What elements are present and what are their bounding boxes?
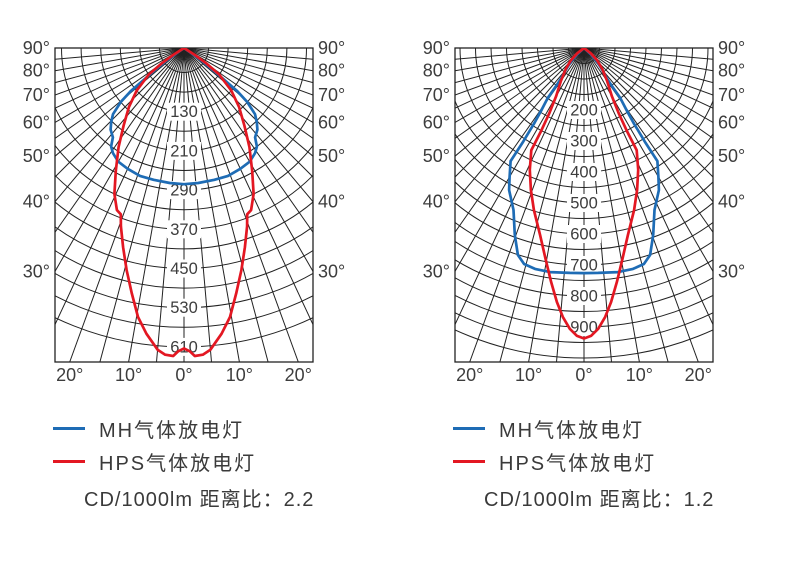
- ring-label: 400: [570, 164, 598, 182]
- angle-label-left: 60°: [23, 113, 50, 133]
- mh-legend-label: MH气体放电灯: [99, 420, 245, 442]
- angle-label-left: 40°: [23, 192, 50, 212]
- legend-item-hps: HPS气体放电灯: [53, 445, 314, 478]
- angle-label-bottom: 20°: [56, 365, 83, 385]
- angle-label-right: 80°: [718, 61, 745, 81]
- angle-label-left: 90°: [423, 38, 450, 58]
- ring-label: 900: [570, 319, 598, 337]
- mh-curve-right: [507, 48, 661, 275]
- angle-label-left: 40°: [423, 192, 450, 212]
- ring-label: 210: [170, 142, 198, 160]
- angle-label-left: 80°: [423, 61, 450, 81]
- ring-label: 530: [170, 299, 198, 317]
- ratio-caption-left: CD/1000lm 距离比：2.2: [84, 489, 315, 511]
- ring-label: 370: [170, 221, 198, 239]
- angle-label-bottom: 20°: [285, 365, 312, 385]
- angle-label-left: 80°: [23, 61, 50, 81]
- angle-label-right: 40°: [318, 192, 345, 212]
- angle-label-right: 80°: [318, 61, 345, 81]
- angle-label-bottom: 10°: [515, 365, 542, 385]
- angle-label-left: 70°: [23, 85, 50, 105]
- angle-label-right: 90°: [318, 38, 345, 58]
- ring-label: 800: [570, 288, 598, 306]
- ring-label: 200: [570, 102, 598, 120]
- ratio-caption-right: CD/1000lm 距离比：1.2: [484, 489, 715, 511]
- angle-label-bottom: 20°: [456, 365, 483, 385]
- angle-label-left: 50°: [423, 146, 450, 166]
- chart-right: 200 300 400 500 600 700 800 900 90° 90° 80° 80° 70° 7…: [423, 38, 745, 385]
- angle-label-right: 50°: [318, 146, 345, 166]
- angle-label-right: 90°: [718, 38, 745, 58]
- legend-right: MH气体放电灯 HPS气体放电灯 CD/1000lm 距离比：1.2: [453, 412, 714, 512]
- hps-line-swatch: [453, 460, 485, 463]
- mh-curve-left: [109, 48, 259, 186]
- angle-label-right: 40°: [718, 192, 745, 212]
- angle-label-bottom: 10°: [115, 365, 142, 385]
- angle-label-bottom: 0°: [575, 365, 592, 385]
- angle-label-right: 70°: [718, 85, 745, 105]
- legend-item-mh: MH气体放电灯: [453, 412, 714, 445]
- ring-label: 300: [570, 133, 598, 151]
- angle-label-bottom: 10°: [226, 365, 253, 385]
- legend-left: MH气体放电灯 HPS气体放电灯 CD/1000lm 距离比：2.2: [53, 412, 314, 512]
- hps-line-swatch: [53, 460, 85, 463]
- mh-legend-label: MH气体放电灯: [499, 420, 645, 442]
- ring-label: 500: [570, 195, 598, 213]
- angle-label-bottom: 0°: [175, 365, 192, 385]
- hps-curve-left: [113, 48, 255, 358]
- ring-labels: 200 300 400 500 600 700 800 900: [567, 101, 601, 337]
- angle-label-bottom: 20°: [685, 365, 712, 385]
- angle-label-right: 30°: [318, 261, 345, 281]
- angle-label-bottom: 10°: [626, 365, 653, 385]
- angle-label-right: 30°: [718, 261, 745, 281]
- legend-item-hps: HPS气体放电灯: [453, 445, 714, 478]
- hps-legend-label: HPS气体放电灯: [499, 453, 657, 475]
- angle-label-right: 60°: [718, 113, 745, 133]
- mh-line-swatch: [53, 427, 85, 430]
- angle-label-right: 50°: [718, 146, 745, 166]
- ring-label: 700: [570, 257, 598, 275]
- hps-legend-label: HPS气体放电灯: [99, 453, 257, 475]
- angle-label-left: 70°: [423, 85, 450, 105]
- angle-label-left: 50°: [23, 146, 50, 166]
- ring-label: 450: [170, 260, 198, 278]
- legend-item-mh: MH气体放电灯: [53, 412, 314, 445]
- ring-label: 290: [170, 182, 198, 200]
- ring-label: 130: [170, 103, 198, 121]
- angle-label-left: 30°: [423, 261, 450, 281]
- angle-label-left: 90°: [23, 38, 50, 58]
- mh-line-swatch: [453, 427, 485, 430]
- angle-label-right: 60°: [318, 113, 345, 133]
- angle-label-left: 60°: [423, 113, 450, 133]
- polar-grid: [55, 48, 313, 362]
- ring-label: 600: [570, 226, 598, 244]
- hps-curve-right: [528, 48, 640, 340]
- angle-label-right: 70°: [318, 85, 345, 105]
- angle-label-left: 30°: [23, 261, 50, 281]
